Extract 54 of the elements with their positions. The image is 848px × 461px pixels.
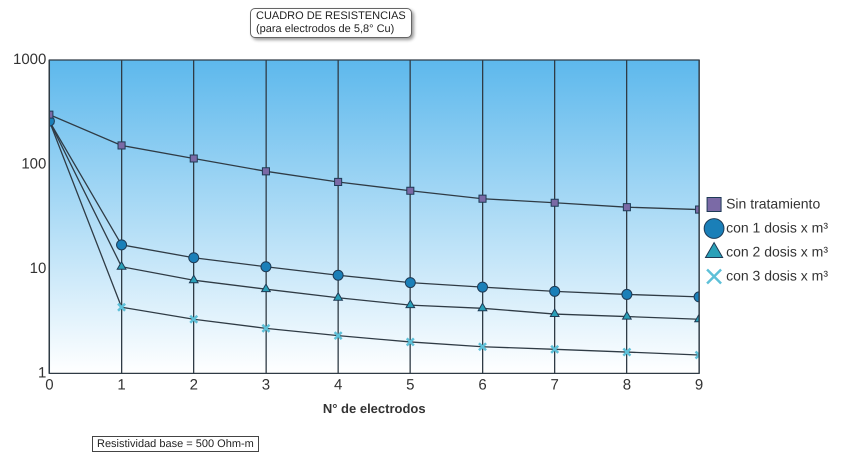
legend-label: Sin tratamiento: [726, 195, 820, 212]
legend-label: con 3 dosis x m³: [726, 267, 828, 284]
point: [622, 347, 632, 357]
point: [478, 342, 488, 352]
x-tick-label: 1: [117, 376, 126, 394]
x-tick-label: 8: [622, 376, 632, 394]
point: [550, 308, 560, 318]
point: [406, 337, 416, 347]
y-tick-label: 1: [38, 364, 46, 382]
x-tick-label: 9: [694, 376, 704, 394]
x-tick-label: 0: [45, 376, 54, 394]
x-tick-label: 4: [334, 376, 342, 394]
x-tick-label: 3: [262, 376, 270, 394]
chart-title: CUADRO DE RESISTENCIAS: [256, 10, 406, 23]
point: [261, 324, 271, 334]
legend-label: con 1 dosis x m³: [726, 219, 828, 236]
point: [550, 198, 559, 207]
point: [477, 282, 488, 293]
point: [406, 186, 414, 195]
point: [188, 314, 199, 324]
x-tick-label: 7: [550, 376, 559, 394]
point: [550, 344, 560, 354]
y-tick-label: 1000: [12, 51, 46, 68]
point: [188, 274, 199, 284]
x-tick-label: 2: [190, 376, 198, 394]
point: [621, 288, 632, 300]
point: [190, 154, 198, 163]
x-tick-label: 6: [478, 376, 487, 394]
point: [118, 141, 126, 150]
point: [188, 252, 200, 264]
text: Resistividad base = 500 Ohm-m: [92, 436, 259, 452]
point: [404, 277, 416, 288]
point: [405, 300, 416, 308]
point: [262, 167, 270, 176]
chart-subtitle: (para electrodos de 5,8° Cu): [256, 23, 396, 36]
point: [332, 270, 344, 281]
point: [116, 302, 126, 312]
point: [333, 330, 343, 340]
point: [333, 292, 343, 301]
point: [622, 311, 632, 320]
point: [478, 302, 488, 312]
point: [622, 203, 631, 212]
x-axis-title: N° de electrodos: [322, 400, 426, 416]
point: [261, 284, 271, 292]
x-tick-label: 5: [406, 376, 414, 394]
point: [478, 194, 487, 203]
point: [549, 286, 560, 297]
point: [260, 261, 272, 272]
legend-label: con 2 dosis x m³: [726, 243, 828, 260]
y-tick-label: 10: [30, 260, 46, 278]
point: [116, 261, 126, 270]
y-tick-label: 100: [21, 156, 46, 173]
point: [334, 178, 342, 186]
point: [116, 239, 128, 250]
